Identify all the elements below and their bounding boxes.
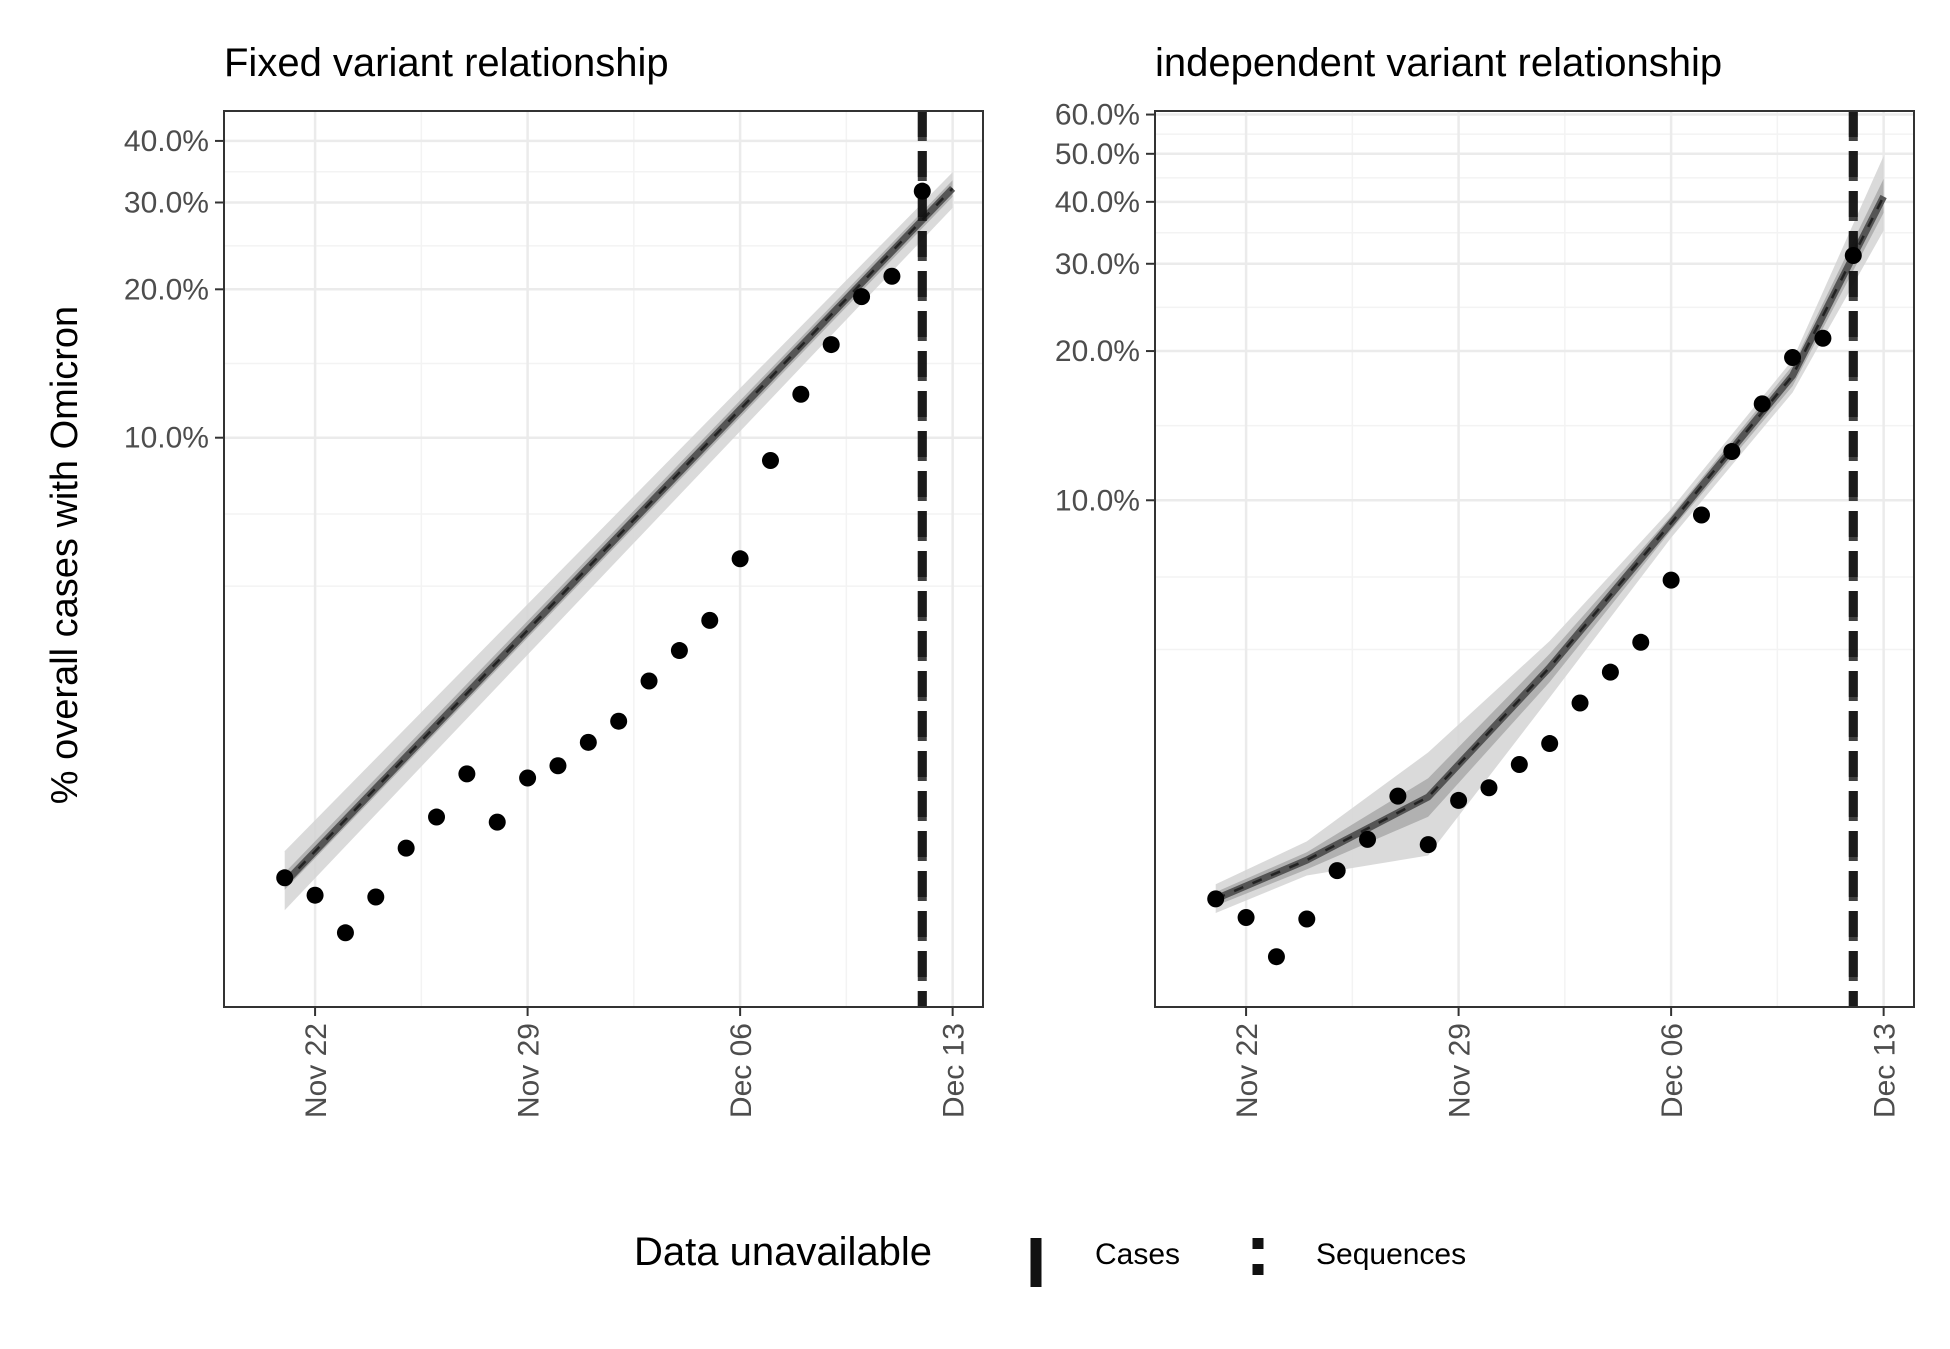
y-tick-label: 60.0% bbox=[1055, 99, 1140, 132]
legend-label-cases: Cases bbox=[1095, 1238, 1180, 1271]
y-tick-label: 10.0% bbox=[124, 422, 209, 455]
legend-label-sequences: Sequences bbox=[1316, 1238, 1466, 1271]
y-tick-label: 20.0% bbox=[1055, 335, 1140, 368]
panel-title: independent variant relationship bbox=[1155, 41, 1722, 85]
data-point bbox=[701, 611, 719, 629]
data-point bbox=[336, 924, 354, 942]
x-tick-label: Dec 13 bbox=[938, 1023, 971, 1118]
data-point bbox=[276, 869, 294, 887]
panel-title: Fixed variant relationship bbox=[224, 41, 669, 85]
legend: Data unavailable Cases Sequences bbox=[634, 1230, 1466, 1287]
y-tick-label: 30.0% bbox=[124, 187, 209, 220]
data-point bbox=[792, 385, 810, 403]
data-point bbox=[883, 267, 901, 285]
data-point bbox=[579, 733, 597, 751]
data-point bbox=[397, 839, 415, 857]
x-tick-label: Dec 06 bbox=[1656, 1023, 1689, 1118]
data-point bbox=[1571, 694, 1589, 712]
data-point bbox=[761, 451, 779, 469]
data-point bbox=[1784, 349, 1802, 367]
panel-border bbox=[223, 110, 984, 1008]
y-axis-label: % overall cases with Omicron bbox=[44, 306, 86, 804]
data-point bbox=[853, 288, 871, 306]
median-line-dashed bbox=[283, 187, 954, 884]
data-point bbox=[1601, 663, 1619, 681]
data-point bbox=[367, 888, 385, 906]
panel-2: 10.0% 20.0% 30.0% 40.0% 50.0% 60.0% Nov 22 Nov … bbox=[1055, 41, 1915, 1118]
data-point bbox=[640, 672, 658, 690]
data-point bbox=[1389, 787, 1407, 805]
y-tick-label: 10.0% bbox=[1055, 484, 1140, 517]
y-tick-label: 40.0% bbox=[1055, 186, 1140, 219]
data-point bbox=[306, 886, 324, 904]
data-point bbox=[1419, 836, 1437, 854]
legend-title: Data unavailable bbox=[634, 1230, 932, 1274]
data-point bbox=[610, 712, 628, 730]
data-point bbox=[1723, 443, 1741, 461]
data-point bbox=[1510, 756, 1528, 774]
data-point bbox=[1692, 506, 1710, 524]
y-tick-label: 40.0% bbox=[124, 125, 209, 158]
data-point bbox=[1753, 395, 1771, 413]
data-point bbox=[549, 757, 567, 775]
panel-border bbox=[1154, 110, 1915, 1008]
data-point bbox=[1298, 910, 1316, 928]
data-point bbox=[1814, 329, 1832, 347]
x-tick-label: Dec 13 bbox=[1869, 1023, 1902, 1118]
data-point bbox=[1662, 571, 1680, 589]
data-point bbox=[1844, 246, 1862, 264]
data-point bbox=[519, 769, 537, 787]
median-line bbox=[1214, 194, 1887, 903]
data-point bbox=[1267, 948, 1285, 966]
panel-1: 10.0% 20.0% 30.0% 40.0% Nov 22 Nov 29 Dec 06 De… bbox=[124, 41, 984, 1118]
x-tick-label: Nov 29 bbox=[1444, 1023, 1477, 1118]
x-tick-label: Nov 22 bbox=[1231, 1023, 1264, 1118]
data-point bbox=[1541, 735, 1559, 753]
x-tick-label: Nov 22 bbox=[300, 1023, 333, 1118]
x-tick-label: Nov 29 bbox=[513, 1023, 546, 1118]
data-point bbox=[1237, 908, 1255, 926]
data-point bbox=[913, 182, 931, 200]
y-tick-label: 30.0% bbox=[1055, 248, 1140, 281]
data-point bbox=[1480, 779, 1498, 797]
data-point bbox=[1450, 791, 1468, 809]
data-point bbox=[428, 808, 446, 826]
data-point bbox=[1359, 830, 1377, 848]
x-tick-label: Dec 06 bbox=[725, 1023, 758, 1118]
y-tick-label: 20.0% bbox=[124, 273, 209, 306]
data-point bbox=[822, 336, 840, 354]
data-point bbox=[1328, 862, 1346, 880]
data-point bbox=[670, 642, 688, 660]
data-point bbox=[1207, 890, 1225, 908]
y-tick-label: 50.0% bbox=[1055, 138, 1140, 171]
data-point bbox=[488, 813, 506, 831]
data-point bbox=[458, 765, 476, 783]
data-point bbox=[731, 550, 749, 568]
data-point bbox=[1632, 633, 1650, 651]
